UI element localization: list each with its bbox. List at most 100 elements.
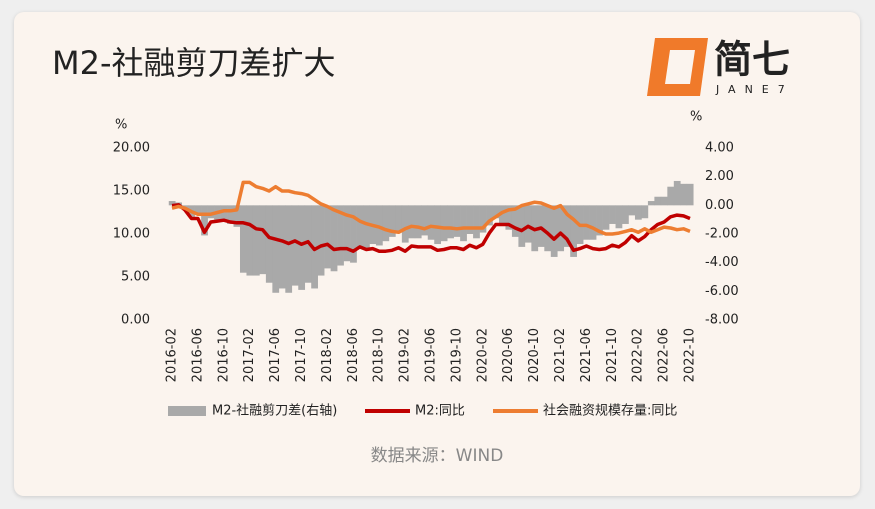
source: 数据来源：WIND <box>371 446 504 466</box>
gap-bar <box>220 205 228 222</box>
gap-bar <box>602 205 610 230</box>
gap-bar <box>298 205 306 290</box>
x-tick-label: 2022-10 <box>683 328 698 382</box>
gap-bar <box>518 205 526 247</box>
gap-bar <box>654 196 662 206</box>
x-tick-label: 2018-10 <box>372 328 387 382</box>
gap-bar <box>641 205 649 219</box>
gap-bar <box>265 205 273 283</box>
y-tick-label: 20.00 <box>113 141 150 156</box>
legend-swatch <box>168 406 206 416</box>
gap-bar <box>239 205 247 273</box>
gap-bar <box>408 205 416 239</box>
gap-bar <box>466 205 474 234</box>
y2-tick-label: -4.00 <box>705 255 739 270</box>
x-tick-label: 2020-10 <box>527 328 542 382</box>
gap-bar <box>252 205 260 276</box>
gap-bar <box>350 205 357 263</box>
gap-bar <box>479 205 487 233</box>
x-tick-label: 2016-06 <box>190 328 205 382</box>
gap-bar <box>563 205 571 247</box>
x-tick-label: 2017-06 <box>268 328 283 382</box>
gap-bar <box>473 205 480 239</box>
card <box>14 12 860 496</box>
x-tick-label: 2018-06 <box>346 328 361 382</box>
chart-title: M2-社融剪刀差扩大 <box>52 44 336 82</box>
gap-bar <box>246 205 254 276</box>
gap-bar <box>660 196 668 206</box>
gap-bar <box>343 205 351 262</box>
x-tick-label: 2019-02 <box>398 328 413 382</box>
x-tick-label: 2020-06 <box>501 328 516 382</box>
gap-bar <box>634 205 642 220</box>
gap-bar <box>583 205 590 240</box>
gap-bar <box>486 205 493 226</box>
gap-bar <box>363 205 370 249</box>
y2-tick-label: -2.00 <box>705 227 739 242</box>
gap-bar <box>667 186 675 206</box>
x-tick-label: 2022-02 <box>631 328 646 382</box>
legend-label: M2:同比 <box>415 404 465 419</box>
x-tick-label: 2018-02 <box>320 328 335 382</box>
gap-bar <box>440 205 448 242</box>
gap-bar <box>227 205 234 224</box>
y-tick-label: 0.00 <box>121 313 150 328</box>
y2-axis-label: % <box>690 110 702 125</box>
gap-bar <box>680 183 688 206</box>
gap-bar <box>285 205 293 293</box>
gap-bar <box>317 205 325 276</box>
line <box>171 180 691 236</box>
gap-bar <box>356 205 364 249</box>
gap-bar <box>453 205 461 237</box>
line <box>171 203 691 253</box>
gap-bar <box>337 205 344 266</box>
gap-bar <box>421 205 429 236</box>
gap-bar <box>524 205 532 243</box>
logo-sub: JANE7 <box>715 83 794 96</box>
x-tick-label: 2016-10 <box>216 328 231 382</box>
logo-mark-inner <box>665 50 695 84</box>
gap-bar <box>673 180 681 206</box>
gap-bar <box>382 205 390 242</box>
gap-bar <box>291 205 299 286</box>
gap-bar <box>615 205 623 229</box>
y-axis-label: % <box>115 118 127 133</box>
y2-tick-label: 0.00 <box>705 198 734 213</box>
gap-bar <box>311 205 318 289</box>
gap-bar <box>537 205 545 247</box>
gap-bar <box>278 205 286 289</box>
logo-name: 简七 <box>714 38 790 82</box>
gap-bar <box>414 205 422 239</box>
x-tick-label: 2022-06 <box>657 328 672 382</box>
x-tick-label: 2021-02 <box>553 328 568 382</box>
gap-bar <box>596 205 603 236</box>
x-tick-label: 2021-06 <box>579 328 594 382</box>
gap-bar <box>207 205 215 219</box>
gap-bar <box>447 205 454 239</box>
gap-bar <box>505 205 513 230</box>
gap-bar <box>492 205 500 219</box>
gap-bar <box>427 205 435 240</box>
gap-bar <box>233 205 241 227</box>
gap-bar <box>511 205 519 237</box>
gap-bar <box>686 183 694 206</box>
gap-bar <box>324 205 331 269</box>
gap-bar <box>395 205 403 232</box>
gap-bar <box>388 205 396 237</box>
y2-tick-label: 2.00 <box>705 169 734 184</box>
y-tick-label: 5.00 <box>121 270 150 285</box>
gap-bar <box>194 205 202 213</box>
x-tick-label: 2019-10 <box>449 328 464 382</box>
gap-bar <box>259 205 267 275</box>
x-tick-label: 2021-10 <box>605 328 620 382</box>
gap-bar <box>330 205 338 272</box>
y-tick-label: 15.00 <box>113 184 150 199</box>
gap-bar <box>609 205 616 224</box>
x-tick-label: 2016-02 <box>165 328 180 382</box>
x-tick-label: 2019-06 <box>424 328 439 382</box>
gap-bar <box>544 205 552 252</box>
x-tick-label: 2017-02 <box>242 328 257 382</box>
gap-bar <box>570 205 577 257</box>
y2-tick-label: -8.00 <box>705 313 739 328</box>
